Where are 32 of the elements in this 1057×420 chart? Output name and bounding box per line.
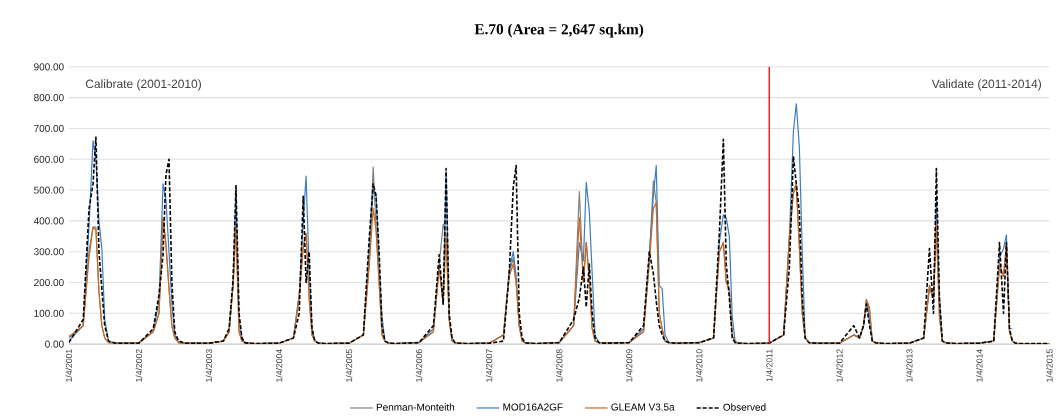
y-tick-label: 300.00 (34, 248, 64, 256)
annotation: Validate (2011-2014) (931, 79, 1042, 91)
chart-title: E.70 (Area = 2,647 sq.km) (474, 23, 644, 38)
x-tick-label: 1/4/2015 (1046, 349, 1053, 382)
x-tick-label: 1/4/2004 (275, 349, 283, 382)
x-tick-label: 1/4/2010 (696, 349, 703, 382)
x-tick-label: 1/4/2003 (205, 349, 213, 382)
x-tick-label: 1/4/2002 (135, 349, 143, 382)
legend-label: Penman-Monteith (376, 403, 455, 411)
legend-label: Observed (723, 403, 766, 411)
annotation: Calibrate (2001-2010) (85, 79, 201, 91)
y-tick-label: 200.00 (34, 279, 64, 287)
y-tick-label: 400.00 (33, 217, 64, 225)
x-tick-label: 1/4/2009 (625, 349, 633, 382)
x-tick-label: 1/4/2013 (906, 349, 913, 382)
x-tick-label: 1/4/2001 (65, 349, 73, 382)
x-tick-label: 1/4/2014 (976, 349, 983, 382)
x-tick-label: 1/4/2011 (766, 349, 773, 382)
x-tick-label: 1/4/2005 (345, 349, 353, 382)
y-tick-label: 100.00 (34, 309, 64, 317)
y-tick-label: 600.00 (34, 155, 64, 163)
x-tick-label: 1/4/2008 (556, 349, 563, 382)
y-tick-label: 500.00 (34, 186, 64, 194)
y-tick-label: 0.00 (45, 340, 64, 348)
y-tick-label: 900.00 (34, 63, 64, 71)
x-tick-label: 1/4/2006 (415, 349, 423, 382)
y-tick-label: 700.00 (34, 124, 64, 133)
legend-label: MOD16A2GF (503, 403, 563, 411)
x-tick-label: 1/4/2007 (485, 349, 493, 382)
legend-label: GLEAM V3.5a (611, 403, 675, 411)
x-tick-label: 1/4/2012 (836, 349, 843, 382)
y-tick-label: 800.00 (34, 94, 64, 102)
